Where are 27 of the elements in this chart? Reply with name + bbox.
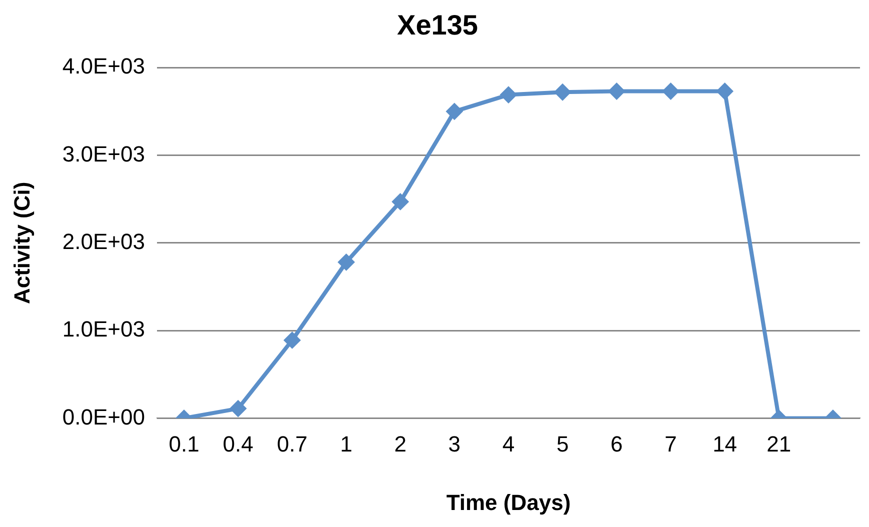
- x-tick-label: 1: [340, 431, 352, 456]
- x-tick-label: 0.1: [168, 431, 200, 456]
- x-tick-label: 3: [448, 431, 461, 456]
- x-tick-label: 7: [664, 431, 677, 456]
- x-tick-label: 4: [502, 431, 515, 456]
- y-tick-label: 2.0E+03: [62, 228, 145, 254]
- y-tick-label: 4.0E+03: [62, 54, 145, 79]
- x-tick-label: 5: [556, 431, 569, 456]
- y-axis-title: Activity (Ci): [9, 182, 34, 304]
- x-tick-label: 21: [766, 431, 792, 456]
- x-tick-label: 2: [394, 431, 406, 456]
- point: [608, 82, 626, 100]
- y-tick-label: 0.0E+00: [62, 404, 145, 430]
- y-tick-label: 1.0E+03: [62, 316, 145, 342]
- x-axis-title: Time (Days): [446, 490, 571, 515]
- point: [392, 193, 409, 210]
- x-tick-label: 14: [712, 431, 738, 456]
- point: [554, 84, 572, 101]
- point: [500, 86, 517, 104]
- point: [716, 82, 734, 100]
- x-tick-label: 6: [610, 431, 623, 456]
- x-tick-label: 0.4: [222, 431, 254, 456]
- point: [446, 102, 463, 120]
- chart-title: Xe135: [397, 10, 478, 41]
- y-tick-label: 3.0E+03: [62, 141, 145, 166]
- x-tick-label: 0.7: [276, 431, 308, 456]
- point: [662, 82, 680, 100]
